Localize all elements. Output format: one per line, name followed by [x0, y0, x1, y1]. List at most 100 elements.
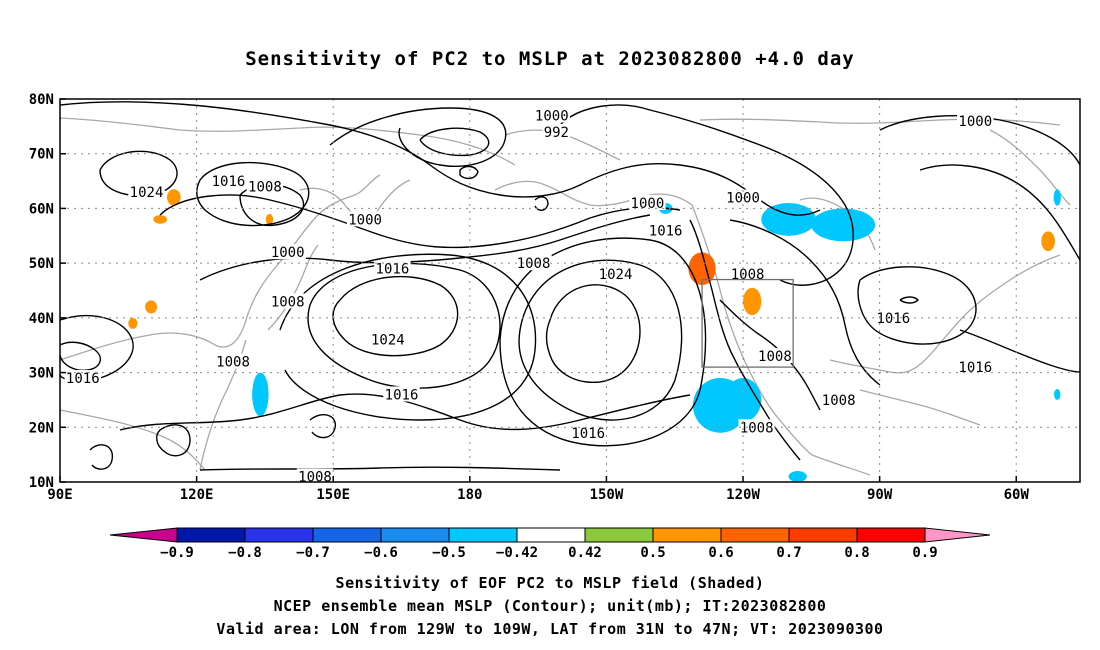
sensitivity-patch	[153, 214, 168, 224]
gridlines	[60, 99, 1080, 482]
contour-label-bg	[515, 255, 552, 271]
colorbar-label: −0.6	[364, 545, 398, 561]
contour-label-bg	[246, 178, 284, 194]
contour-label: 1000	[958, 114, 992, 130]
lon-tick-label: 120W	[726, 487, 760, 503]
caption-shading: Sensitivity of EOF PC2 to MSLP field (Sh…	[335, 574, 765, 592]
lon-tick-label: 120E	[180, 487, 214, 503]
sensitivity-patch	[811, 208, 876, 242]
caption-contour: NCEP ensemble mean MSLP (Contour); unit(…	[273, 597, 827, 615]
sensitivity-patch	[724, 378, 762, 422]
contour-label-bg	[64, 370, 101, 386]
colorbar-high-arrow	[924, 527, 991, 543]
sensitivity-patch	[743, 287, 762, 316]
sensitivity-patch	[1054, 388, 1061, 400]
lon-tick-label: 60W	[1004, 487, 1030, 503]
sensitivity-patch	[761, 202, 816, 236]
contour-label-bg	[128, 184, 165, 200]
colorbar-label: 0.7	[776, 545, 801, 561]
colorbar-segment	[856, 527, 926, 543]
sensitivity-patch	[1053, 189, 1061, 206]
contour-label: 1008	[822, 393, 856, 409]
colorbar-segment	[244, 527, 314, 543]
lat-tick-label: 70N	[29, 147, 54, 163]
contour-label: 1016	[376, 262, 410, 278]
contour-label: 1008	[731, 267, 765, 283]
contour-label: 1016	[876, 311, 910, 327]
contour-label-bg	[346, 211, 384, 227]
colorbar-segment	[584, 527, 654, 543]
colorbar-label: 0.5	[640, 545, 665, 561]
lat-tick-label: 50N	[29, 256, 54, 272]
colorbar-segment	[448, 527, 518, 543]
contour-label-bg	[756, 348, 794, 364]
contour-label: 1016	[571, 426, 605, 442]
contour-label-bg	[269, 244, 306, 260]
sensitivity-patch	[265, 213, 274, 225]
contour-label: 1008	[298, 470, 332, 486]
colorbar-segment	[312, 527, 382, 543]
contour-label: 1016	[958, 360, 992, 376]
contour-label: 1008	[740, 420, 774, 436]
colorbar-label: 0.6	[708, 545, 733, 561]
contour-label: 1024	[371, 333, 405, 349]
map-title: Sensitivity of PC2 to MSLP at 2023082800…	[245, 48, 855, 70]
contour-label: 1008	[517, 256, 551, 272]
contour-label-bg	[647, 222, 684, 238]
colorbar-label: −0.8	[228, 545, 262, 561]
sensitivity-patch	[145, 300, 157, 314]
sensitivity-shading	[128, 189, 1061, 482]
lon-tick-label: 180	[457, 487, 482, 503]
lat-tick-label: 40N	[29, 311, 54, 327]
colorbar-label: −0.42	[496, 545, 538, 561]
colorbar-segment	[516, 527, 586, 543]
contour-label-bg	[542, 123, 571, 139]
map-background	[60, 99, 1080, 482]
contour-label-bg	[957, 112, 994, 128]
colorbar-segment	[788, 527, 858, 543]
colorbar-label: 0.8	[844, 545, 869, 561]
colorbar-label: −0.5	[432, 545, 466, 561]
contour-label: 1016	[649, 223, 683, 239]
valid-area-rectangle	[701, 278, 794, 368]
contour-label-bg	[724, 189, 762, 205]
caption-valid-area: Valid area: LON from 129W to 109W, LAT f…	[216, 620, 884, 638]
contour-label: 1000	[535, 108, 569, 124]
sensitivity-patch	[788, 471, 807, 482]
colorbar-low-arrow	[109, 527, 178, 543]
colorbar: −0.9 −0.8 −0.7 −0.6 −0.5 −0.42 0.42 0.5 0.6 0.7 0.…	[109, 527, 991, 561]
contour-label: 1000	[271, 245, 305, 261]
colorbar-label: 0.42	[568, 545, 602, 561]
contour-label-bg	[629, 194, 666, 210]
valid-area-box	[701, 278, 794, 368]
colorbar-segment	[652, 527, 722, 543]
colorbar-segment	[380, 527, 450, 543]
contour-label: 1024	[599, 267, 633, 283]
contour-label-bg	[296, 468, 334, 484]
contour-label-bg	[269, 293, 306, 309]
colorbar-segment	[720, 527, 790, 543]
contour-label-bg	[383, 386, 420, 402]
contour-label-bg	[369, 331, 407, 347]
contour-label: 1008	[271, 294, 305, 310]
contour-label-bg	[214, 353, 252, 369]
contour-label: 1016	[385, 387, 419, 403]
lon-tick-label: 90W	[867, 487, 893, 503]
contour-label-bg	[957, 359, 994, 375]
lat-tick-label: 10N	[29, 475, 54, 491]
contour-label-bg	[729, 266, 766, 282]
sensitivity-patch	[128, 317, 138, 329]
contour-label-bg	[210, 173, 247, 189]
colorbar-segment	[176, 527, 246, 543]
sensitivity-patch	[167, 189, 181, 206]
lat-tick-label: 30N	[29, 366, 54, 382]
contour-label: 1008	[216, 355, 250, 371]
contour-label-bg	[820, 391, 857, 407]
lat-tick-label: 60N	[29, 201, 54, 217]
contour-label: 1008	[248, 180, 282, 196]
contour-label: 1000	[348, 212, 382, 228]
sensitivity-patch	[1041, 231, 1055, 252]
